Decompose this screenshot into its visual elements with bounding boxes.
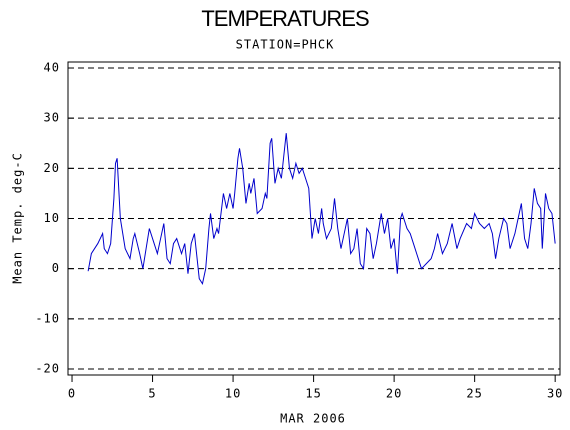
x-tick-label: 10 (225, 387, 241, 401)
y-tick-label: 20 (44, 161, 60, 175)
y-tick-label: 10 (44, 211, 60, 225)
x-tick-label: 30 (547, 387, 563, 401)
x-tick-label: 5 (148, 387, 156, 401)
x-tick-label: 25 (466, 387, 482, 401)
y-tick-label: 0 (52, 261, 60, 275)
y-tick-label: 30 (44, 111, 60, 125)
x-axis-label: MAR 2006 (280, 412, 346, 426)
chart-subtitle: STATION=PHCK (236, 38, 335, 52)
y-tick-label: -20 (35, 361, 60, 375)
y-tick-label: 40 (44, 61, 60, 75)
x-tick-label: 15 (305, 387, 321, 401)
x-tick-label: 20 (386, 387, 402, 401)
y-tick-label: -10 (35, 311, 60, 325)
data-line (87, 133, 556, 285)
chart-title: TEMPERATURES (201, 6, 369, 31)
y-axis-label: Mean Temp. deg-C (11, 152, 25, 284)
x-tick-label: 0 (68, 387, 76, 401)
